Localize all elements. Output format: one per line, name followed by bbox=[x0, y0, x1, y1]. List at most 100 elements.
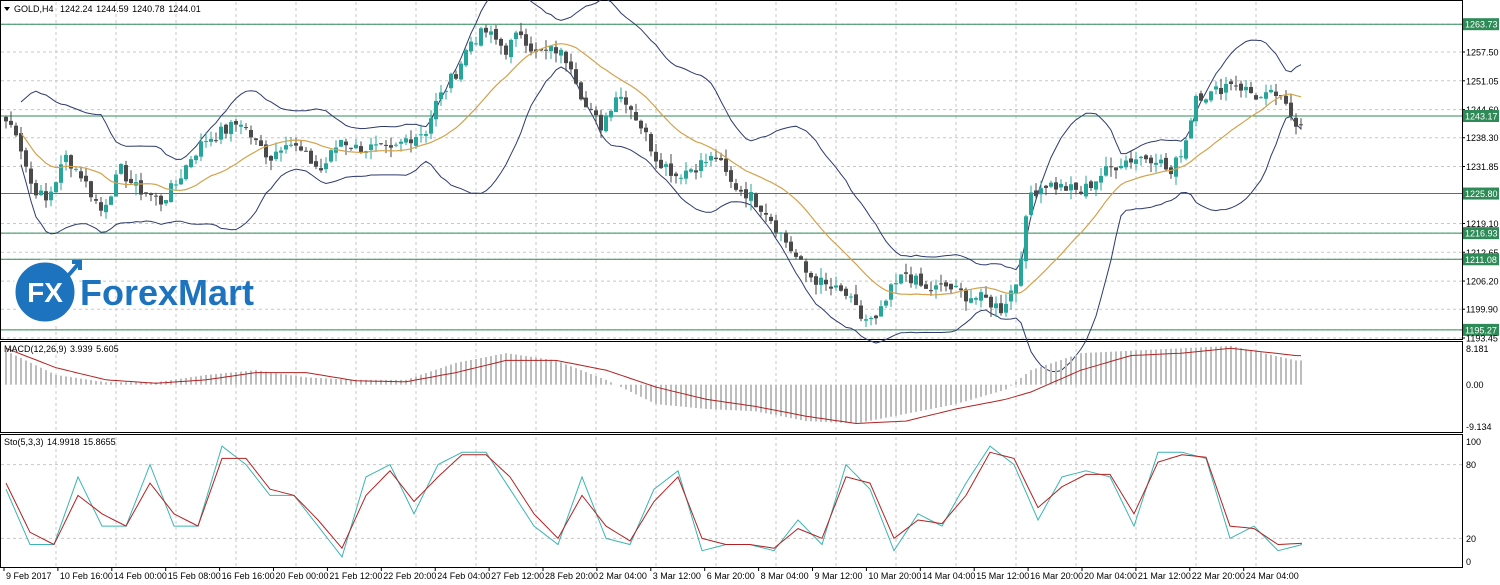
candle-body bbox=[679, 177, 683, 179]
candle-body bbox=[1099, 175, 1103, 183]
candle-body bbox=[164, 200, 168, 204]
candle-body bbox=[399, 141, 403, 144]
candle-body bbox=[124, 165, 128, 182]
candle-body bbox=[1079, 191, 1083, 195]
candle-body bbox=[964, 289, 968, 302]
candle-body bbox=[1284, 95, 1288, 104]
candle-body bbox=[239, 124, 243, 127]
candle-body bbox=[449, 73, 453, 89]
time-label: 16 Feb 16:00 bbox=[222, 571, 275, 581]
svg-text:Sto(5,3,3) 14.9918: Sto(5,3,3) 14.9918 15.8655 bbox=[4, 437, 116, 447]
time-label: 3 Mar 12:00 bbox=[653, 571, 701, 581]
candle-body bbox=[954, 285, 958, 288]
candle-body bbox=[459, 63, 463, 80]
candle-body bbox=[969, 298, 973, 303]
chart-header: GOLD,H4 1242.24 1244.59 1240.78 1244.01 bbox=[4, 4, 201, 14]
time-label: 24 Feb 04:00 bbox=[437, 571, 490, 581]
candle-body bbox=[114, 174, 118, 197]
time-label: 28 Feb 20:00 bbox=[545, 571, 598, 581]
candle-body bbox=[464, 50, 468, 66]
time-label: 27 Feb 12:00 bbox=[491, 571, 544, 581]
candle-body bbox=[499, 38, 503, 46]
candle-body bbox=[714, 157, 718, 160]
stoch-signal-line bbox=[5, 451, 1303, 550]
price-label: 1195.27 bbox=[1465, 325, 1497, 335]
time-label: 8 Mar 04:00 bbox=[761, 571, 809, 581]
candle-body bbox=[1104, 166, 1108, 176]
stoch-panel-frame bbox=[0, 434, 1463, 568]
stoch-axis-label: 100 bbox=[1466, 437, 1481, 447]
candle-body bbox=[654, 151, 658, 162]
candle-body bbox=[1044, 185, 1048, 188]
time-label: 15 Mar 12:00 bbox=[976, 571, 1029, 581]
candle-body bbox=[599, 114, 603, 131]
candle-body bbox=[1134, 159, 1138, 164]
candle-body bbox=[54, 182, 58, 193]
candle-body bbox=[944, 282, 948, 287]
candle-body bbox=[324, 163, 328, 170]
candle-body bbox=[414, 136, 418, 146]
price-label: 1243.17 bbox=[1465, 111, 1498, 121]
logo-arrow-icon bbox=[58, 260, 82, 287]
candle-body bbox=[1159, 159, 1163, 164]
candle-body bbox=[219, 126, 223, 140]
candle-body bbox=[934, 285, 938, 290]
price-label-box bbox=[1463, 187, 1499, 200]
candle-body bbox=[984, 294, 988, 298]
candle-body bbox=[389, 145, 393, 148]
candle-body bbox=[809, 272, 813, 278]
candle-body bbox=[289, 144, 293, 146]
candle-body bbox=[529, 43, 533, 52]
time-label: 9 Mar 12:00 bbox=[815, 571, 863, 581]
candle-body bbox=[424, 133, 428, 136]
candle-body bbox=[74, 168, 78, 170]
candle-body bbox=[224, 124, 228, 134]
stoch-value-main: 14.9918 bbox=[47, 437, 80, 447]
stoch-axis-label: 80 bbox=[1466, 460, 1476, 470]
time-axis: 9 Feb 2017 10 Feb 16:00 14 Feb 00:00 15 Feb… bbox=[3, 567, 1299, 581]
candle-body bbox=[614, 97, 618, 113]
candle-body bbox=[804, 261, 808, 273]
candle-body bbox=[1154, 162, 1158, 165]
price-label-box bbox=[1463, 18, 1499, 31]
candle-body bbox=[304, 150, 308, 152]
stochastic-indicator bbox=[1, 445, 1462, 558]
candle-body bbox=[144, 192, 148, 194]
main-panel-frame bbox=[0, 0, 1463, 340]
candle-body bbox=[579, 82, 583, 100]
logo-circle-icon bbox=[12, 259, 78, 325]
bollinger-bands bbox=[20, 0, 1302, 373]
candle-body bbox=[44, 191, 48, 201]
triangle-down-icon[interactable] bbox=[4, 7, 10, 11]
candle-body bbox=[474, 43, 478, 45]
candle-body bbox=[209, 138, 213, 142]
macd-signal-line bbox=[5, 347, 1301, 425]
candle-body bbox=[1219, 87, 1223, 95]
candle-body bbox=[489, 31, 493, 35]
time-label: 14 Mar 04:00 bbox=[922, 571, 975, 581]
candle-body bbox=[1199, 93, 1203, 101]
stoch-main-line bbox=[5, 445, 1303, 558]
candle-body bbox=[754, 193, 758, 208]
candle-body bbox=[1229, 81, 1233, 84]
candle-body bbox=[469, 41, 473, 52]
macd-value-signal: 5.605 bbox=[96, 344, 119, 354]
candle-body bbox=[374, 144, 378, 146]
candle-body bbox=[709, 155, 713, 161]
candle-body bbox=[789, 241, 793, 252]
candle-body bbox=[169, 183, 173, 203]
candle-body bbox=[814, 276, 818, 285]
candle-body bbox=[899, 274, 903, 284]
candle-body bbox=[454, 74, 458, 79]
candle-body bbox=[844, 288, 848, 296]
price-label-box bbox=[1463, 109, 1499, 122]
price-label: 1225.80 bbox=[1465, 189, 1498, 199]
price-label: 1251.05 bbox=[1466, 76, 1499, 86]
candle-body bbox=[619, 96, 623, 99]
lower-band-line bbox=[20, 66, 1302, 373]
candle-body bbox=[749, 192, 753, 201]
price-label: 1257.50 bbox=[1466, 48, 1499, 58]
header-close: 1244.01 bbox=[168, 4, 201, 14]
time-label: 10 Mar 20:00 bbox=[868, 571, 921, 581]
